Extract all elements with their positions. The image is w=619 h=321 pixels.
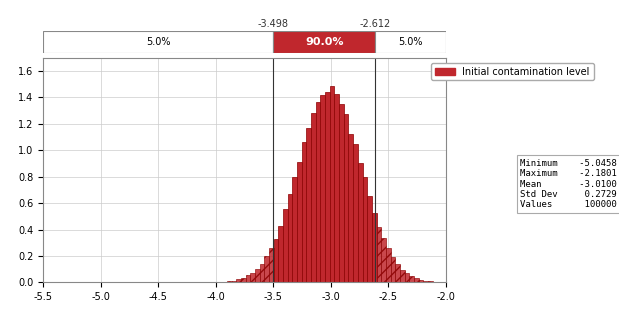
Bar <box>396 264 400 282</box>
Bar <box>423 281 428 282</box>
Bar <box>250 273 255 282</box>
Bar <box>348 134 353 282</box>
Bar <box>334 94 339 282</box>
Bar <box>353 144 358 282</box>
Bar <box>381 238 386 282</box>
Bar <box>344 114 348 282</box>
Bar <box>358 162 363 282</box>
Bar <box>236 279 241 282</box>
Bar <box>301 142 306 282</box>
Bar <box>325 92 330 282</box>
Bar <box>232 281 236 282</box>
Bar <box>246 275 250 282</box>
Bar <box>330 86 334 282</box>
Bar <box>367 196 372 282</box>
Bar <box>363 177 367 282</box>
Bar <box>279 226 283 282</box>
Bar <box>321 95 325 282</box>
Bar <box>259 264 264 282</box>
Bar <box>418 280 423 282</box>
Text: Minimum    -5.0458
Maximum    -2.1801
Mean       -3.0100
Std Dev     0.2729
Valu: Minimum -5.0458 Maximum -2.1801 Mean -3.… <box>520 159 617 210</box>
Bar <box>269 248 274 282</box>
Bar <box>316 102 321 282</box>
Bar <box>306 128 311 282</box>
Bar <box>297 162 301 282</box>
Bar <box>372 213 376 282</box>
Bar <box>376 227 381 282</box>
Bar <box>288 195 292 282</box>
Legend: Initial contamination level: Initial contamination level <box>431 63 594 81</box>
Bar <box>241 278 246 282</box>
Bar <box>255 270 259 282</box>
Bar <box>414 278 418 282</box>
Bar <box>405 273 409 282</box>
Bar <box>283 209 288 282</box>
Bar <box>391 257 396 282</box>
Bar <box>409 276 414 282</box>
Bar <box>386 248 391 282</box>
Bar <box>311 113 316 282</box>
Bar <box>292 178 297 282</box>
Bar <box>264 256 269 282</box>
Bar <box>274 239 279 282</box>
Bar <box>400 270 405 282</box>
Bar <box>227 281 232 282</box>
Bar <box>339 104 344 282</box>
